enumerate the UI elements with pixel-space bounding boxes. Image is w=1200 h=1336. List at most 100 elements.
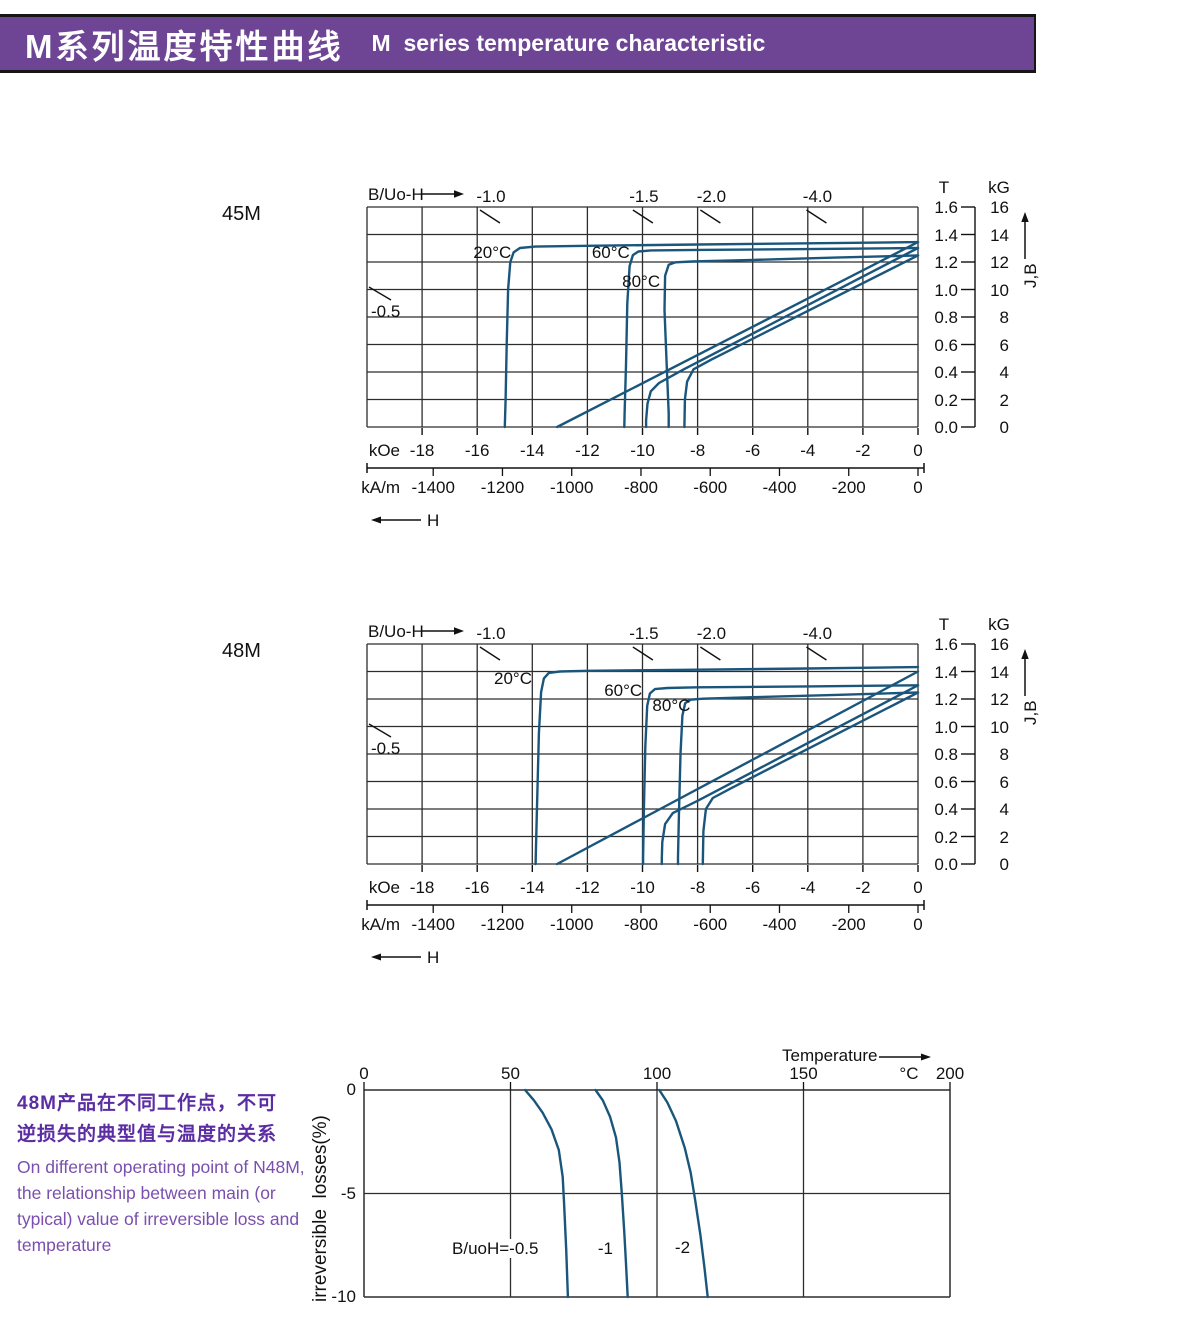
- kam-tick-label: -1200: [480, 478, 525, 497]
- kam-tick-label: -1200: [480, 915, 525, 934]
- t-axis-tick-label: 0.2: [934, 827, 958, 847]
- load-line-tick: [479, 646, 501, 661]
- t-axis-tick-label: 0.8: [934, 308, 958, 327]
- kam-tick-label: -800: [623, 915, 658, 934]
- load-line-tick: [479, 209, 501, 224]
- koe-tick-label: -2: [855, 878, 871, 897]
- load-line-tick: [632, 646, 654, 661]
- page-title-en: M series temperature characteristic: [371, 30, 766, 56]
- page-title-zh: M系列温度特性曲线: [25, 27, 344, 65]
- temp-curve-label: 20°C: [473, 243, 512, 263]
- koe-tick-label: -8: [690, 878, 706, 897]
- load-axis-arrowhead: [454, 190, 464, 198]
- load-line-label: -1.0: [476, 624, 506, 643]
- koe-tick-label: -18: [409, 441, 435, 460]
- side-load-line-tick: [368, 286, 392, 301]
- side-note-en-line4: temperature: [17, 1235, 112, 1255]
- loss-x-unit-label: °C: [899, 1064, 919, 1083]
- t-axis-tick-label: 1.6: [934, 635, 958, 654]
- t-axis-tick-label: 1.2: [934, 253, 958, 272]
- bh-curve-J-60C: [641, 684, 920, 866]
- jb-axis-arrowhead: [1021, 212, 1029, 222]
- load-line-tick: [806, 209, 827, 224]
- loss-x-tick-label: 200: [935, 1064, 965, 1083]
- load-axis-arrowhead: [454, 627, 464, 635]
- loss-x-tick-label: 100: [642, 1064, 672, 1083]
- loss-y-tick-label: 0: [346, 1080, 356, 1099]
- t-axis-tick-label: 1.0: [934, 717, 958, 737]
- koe-tick-label: -10: [630, 878, 655, 897]
- t-axis-tick-label: 0.4: [934, 800, 958, 819]
- koe-tick-label: -16: [464, 441, 490, 460]
- bh-curve-J-20C: [534, 665, 920, 866]
- koe-tick-label: -2: [855, 441, 871, 460]
- koe-tick-label: -18: [409, 878, 435, 897]
- koe-unit-label: kOe: [368, 878, 400, 897]
- loss-y-tick-label: -5: [340, 1183, 356, 1203]
- t-axis-tick-label: 0.6: [934, 772, 958, 792]
- load-line-label: -1.5: [629, 187, 659, 206]
- kam-tick-label: -400: [762, 915, 797, 934]
- koe-tick-label: -14: [520, 441, 545, 460]
- kg-axis-tick-label: 10: [990, 280, 1009, 300]
- bh-curve-B-80C: [701, 691, 920, 866]
- loss-y-axis-title: irreversible losses(%): [310, 1115, 331, 1302]
- load-line-tick: [632, 209, 654, 224]
- loss-x-tick-label: 50: [501, 1064, 520, 1083]
- temp-curve-label: 80°C: [652, 696, 691, 716]
- kg-axis-tick-label: 0: [999, 855, 1009, 874]
- t-axis-tick-label: 0.2: [934, 390, 958, 410]
- kam-tick-label: -800: [623, 478, 658, 497]
- bh-curve-J-80C: [676, 691, 920, 866]
- kam-tick-label: -400: [762, 478, 797, 497]
- jb-axis-label: J,B: [1021, 700, 1040, 725]
- load-line-label: -1.0: [476, 187, 506, 206]
- t-axis-tick-label: 1.4: [934, 225, 958, 245]
- bh-curve-J-20C: [503, 240, 920, 429]
- koe-tick-label: -10: [630, 441, 655, 460]
- bh-curve-B-20C: [555, 240, 920, 429]
- t-axis-tick-label: 1.4: [934, 662, 958, 682]
- loss-curve--2: [658, 1088, 709, 1299]
- loss-curve-B/uoH=-0.5: [523, 1088, 570, 1299]
- koe-tick-label: -8: [690, 441, 706, 460]
- loss-curve-label: -2: [671, 1237, 694, 1257]
- koe-tick-label: -16: [464, 878, 490, 897]
- kg-axis-tick-label: 16: [990, 635, 1009, 654]
- loss-curve-label: B/uoH=-0.5: [449, 1238, 542, 1258]
- load-axis-label: B/Uo-H: [368, 622, 424, 641]
- kg-axis-tick-label: 12: [990, 690, 1009, 709]
- side-note-zh-line2: 逆损失的典型值与温度的关系: [17, 1124, 278, 1145]
- load-line-label: -4.0: [802, 624, 833, 643]
- side-load-line-label: -0.5: [371, 739, 401, 758]
- koe-unit-label: kOe: [368, 441, 400, 460]
- side-note-en-line2: the relationship between main (or: [17, 1183, 276, 1203]
- kg-axis-tick-label: 12: [990, 253, 1009, 272]
- temp-curve-label: 80°C: [622, 272, 661, 292]
- kam-tick-label: -600: [693, 478, 728, 497]
- koe-tick-label: -12: [575, 441, 600, 460]
- kg-axis-tick-label: 6: [999, 772, 1009, 792]
- load-line-tick: [806, 646, 827, 661]
- kg-axis-tick-label: 8: [999, 308, 1009, 327]
- kam-unit-label: kA/m: [361, 915, 400, 934]
- koe-tick-label: -12: [575, 878, 600, 897]
- koe-tick-label: -4: [800, 441, 816, 460]
- loss-curve--1: [594, 1088, 629, 1299]
- t-axis-tick-label: 1.2: [934, 690, 958, 709]
- temp-curve-label: 20°C: [494, 669, 532, 689]
- t-axis-tick-label: 0.0: [934, 418, 958, 437]
- kg-axis-tick-label: 4: [999, 363, 1009, 382]
- kg-axis-tick-label: 14: [990, 662, 1009, 682]
- side-load-line-label: -0.5: [371, 302, 401, 321]
- kam-tick-label: -600: [693, 915, 728, 934]
- t-axis-tick-label: 0.0: [934, 855, 958, 874]
- load-line-label: -2.0: [696, 187, 727, 206]
- load-axis-label: B/Uo-H: [368, 185, 424, 204]
- page-header: M系列温度特性曲线 M series temperature character…: [0, 14, 1036, 73]
- kam-tick-label: -1400: [411, 478, 455, 497]
- bh-curve-B-60C: [644, 246, 920, 429]
- h-axis-arrowhead: [371, 953, 381, 961]
- koe-tick-label: 0: [913, 878, 923, 897]
- jb-axis-arrowhead: [1021, 649, 1029, 659]
